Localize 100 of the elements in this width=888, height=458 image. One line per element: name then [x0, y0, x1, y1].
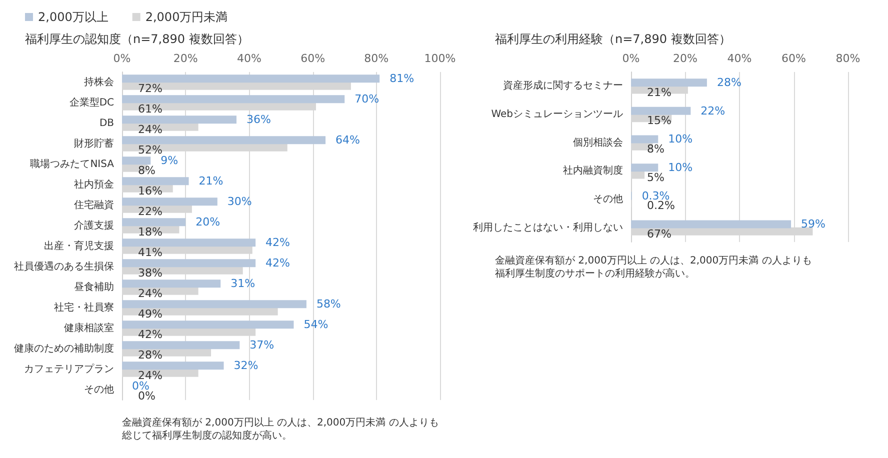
bar: [122, 280, 221, 288]
bar: [122, 74, 380, 83]
data-label: 49%: [138, 307, 162, 320]
bar: [122, 259, 256, 268]
data-label: 15%: [647, 114, 672, 128]
text: 金融資産保有額が 2,000万円以上 の人は、2,000万円未満 の人よりも: [495, 254, 812, 266]
data-label: 10%: [668, 161, 693, 174]
data-label: 42%: [266, 236, 290, 250]
data-label: 30%: [227, 195, 252, 208]
text: 総じて福利厚生制度の認知度が高い。: [121, 430, 292, 442]
bar: [122, 95, 345, 104]
y-tick-label: 資産形成に関するセミナー: [503, 80, 623, 92]
data-label: 61%: [138, 102, 162, 116]
y-tick-label: 出産・育児支援: [44, 240, 114, 252]
data-label: 67%: [647, 227, 672, 240]
y-tick-label: カフェテリアプラン: [24, 362, 114, 375]
data-label: 64%: [336, 134, 360, 147]
y-tick-label: その他: [84, 383, 114, 396]
y-tick-label: 昼食補助: [74, 280, 114, 293]
bar: [122, 136, 326, 144]
data-label: 22%: [700, 104, 726, 118]
data-label: 20%: [196, 216, 220, 229]
data-label: 58%: [316, 298, 341, 311]
x-tick-label: 0%: [622, 52, 640, 65]
y-tick-label: Webシミュレーションツール: [491, 109, 623, 120]
data-label: 41%: [138, 246, 162, 259]
legend-label: 2,000万以上: [38, 10, 108, 24]
y-tick-label: 介護支援: [74, 219, 114, 232]
y-tick-label: その他: [593, 193, 623, 205]
data-label: 18%: [138, 225, 162, 238]
data-label: 31%: [230, 277, 256, 290]
bar: [122, 362, 224, 370]
x-tick-label: 20%: [673, 52, 698, 65]
data-label: 81%: [390, 72, 414, 86]
x-tick-label: 80%: [836, 52, 860, 65]
chart-title: 福利厚生の利用経験（n=7,890 複数回答）: [495, 32, 731, 46]
data-label: 24%: [138, 368, 162, 382]
y-tick-label: 企業型DC: [69, 96, 114, 108]
data-label: 38%: [138, 266, 162, 280]
y-tick-label: 社員優遇のある生損保: [14, 260, 114, 272]
y-tick-label: 住宅融資: [74, 198, 114, 211]
data-label: 22%: [138, 204, 162, 218]
data-label: 21%: [198, 174, 224, 188]
y-tick-label: 職場つみたてNISA: [30, 158, 114, 170]
y-tick-label: DB: [99, 118, 114, 129]
x-tick-label: 0%: [113, 52, 131, 65]
data-label: 28%: [138, 348, 162, 362]
bar: [631, 135, 658, 144]
data-label: 5%: [647, 170, 664, 184]
chart-title: 福利厚生の認知度（n=7,890 複数回答）: [25, 32, 249, 46]
data-label: 37%: [250, 338, 274, 352]
y-tick-label: 社内預金: [74, 178, 114, 190]
bar: [122, 320, 294, 329]
bar: [122, 177, 189, 186]
legend-label: 2,000万円未満: [145, 10, 228, 24]
x-tick-label: 40%: [236, 52, 262, 65]
bar: [122, 198, 218, 206]
bar: [122, 341, 240, 350]
data-label: 72%: [138, 82, 162, 95]
bar: [122, 116, 236, 124]
y-tick-label: 健康相談室: [64, 322, 114, 334]
text: 福利厚生制度のサポートの利用経験が高い。: [495, 268, 695, 280]
data-label: 9%: [160, 154, 178, 168]
x-tick-label: 60%: [782, 52, 806, 65]
bar: [631, 78, 707, 87]
y-tick-label: 持株会: [84, 76, 114, 88]
bar: [631, 164, 658, 172]
bar: [122, 300, 306, 308]
y-tick-label: 財形貯蓄: [74, 137, 114, 150]
bar: [122, 218, 186, 226]
x-tick-label: 20%: [173, 52, 198, 65]
data-label: 8%: [647, 142, 664, 156]
data-label: 8%: [138, 164, 156, 177]
data-label: 10%: [668, 132, 693, 146]
data-label: 28%: [716, 76, 742, 90]
x-tick-label: 40%: [727, 52, 752, 65]
y-tick-label: 個別相談会: [573, 136, 623, 148]
bar: [122, 238, 256, 247]
bar: [631, 106, 691, 115]
data-label: 54%: [304, 318, 328, 332]
data-label: 42%: [266, 256, 290, 270]
data-label: 52%: [138, 143, 162, 156]
x-tick-label: 100%: [424, 52, 456, 65]
data-label: 59%: [801, 218, 826, 231]
text: 金融資産保有額が 2,000万円以上 の人は、2,000万円未満 の人よりも: [122, 416, 439, 428]
data-label: 24%: [138, 122, 162, 136]
x-tick-label: 60%: [300, 52, 326, 65]
y-tick-label: 社内融資制度: [563, 164, 623, 177]
bar: [122, 156, 151, 165]
bar: [631, 220, 792, 228]
x-tick-label: 80%: [364, 52, 389, 65]
data-label: 32%: [234, 359, 258, 372]
data-label: 70%: [354, 92, 380, 106]
data-label: 16%: [138, 184, 162, 198]
y-tick-label: 健康のための補助制度: [14, 342, 114, 354]
data-label: 42%: [138, 328, 162, 341]
data-label: 36%: [246, 113, 271, 126]
y-tick-label: 利用したことはない・利用しない: [473, 221, 623, 234]
data-label: 24%: [138, 286, 162, 300]
y-tick-label: 社宅・社員寮: [54, 301, 114, 314]
